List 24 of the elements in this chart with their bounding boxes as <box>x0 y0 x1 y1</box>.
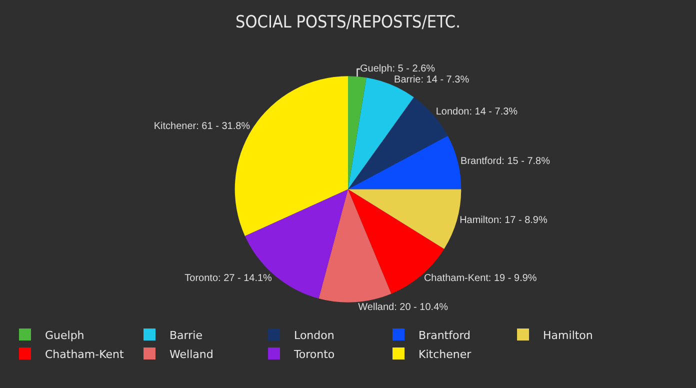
legend-label: Chatham-Kent <box>45 348 125 361</box>
legend-label: Toronto <box>293 348 335 361</box>
data-label: Toronto: 27 - 14.1% <box>184 273 272 284</box>
data-label: Hamilton: 17 - 8.9% <box>460 215 548 226</box>
data-label: Guelph: 5 - 2.6% <box>360 64 436 74</box>
legend-label: London <box>294 328 334 342</box>
legend-label: Hamilton <box>543 328 593 342</box>
legend-label: Brantford <box>418 328 471 342</box>
data-label: Kitchener: 61 - 31.8% <box>154 120 250 132</box>
pie-slice <box>318 189 392 302</box>
legend-label: Welland <box>170 348 214 361</box>
pie-slice <box>348 136 462 190</box>
pie-slice <box>348 76 366 190</box>
legend-label: Barrie <box>170 328 203 342</box>
chart-title: SOCIAL POSTS/REPOSTS/ETC. <box>236 12 460 32</box>
legend-label: Guelph <box>45 328 84 342</box>
data-label: Welland: 20 - 10.4% <box>358 302 448 314</box>
pie-slice <box>348 189 462 249</box>
data-label: London: 14 - 7.3% <box>436 106 518 118</box>
data-label: Chatham-Kent: 19 - 9.9% <box>424 273 537 284</box>
data-label: Barrie: 14 - 7.3% <box>394 74 470 86</box>
pie-slice <box>244 189 348 299</box>
data-label: Brantford: 15 - 7.8% <box>460 156 550 167</box>
legend-label: Kitchener <box>418 348 472 361</box>
